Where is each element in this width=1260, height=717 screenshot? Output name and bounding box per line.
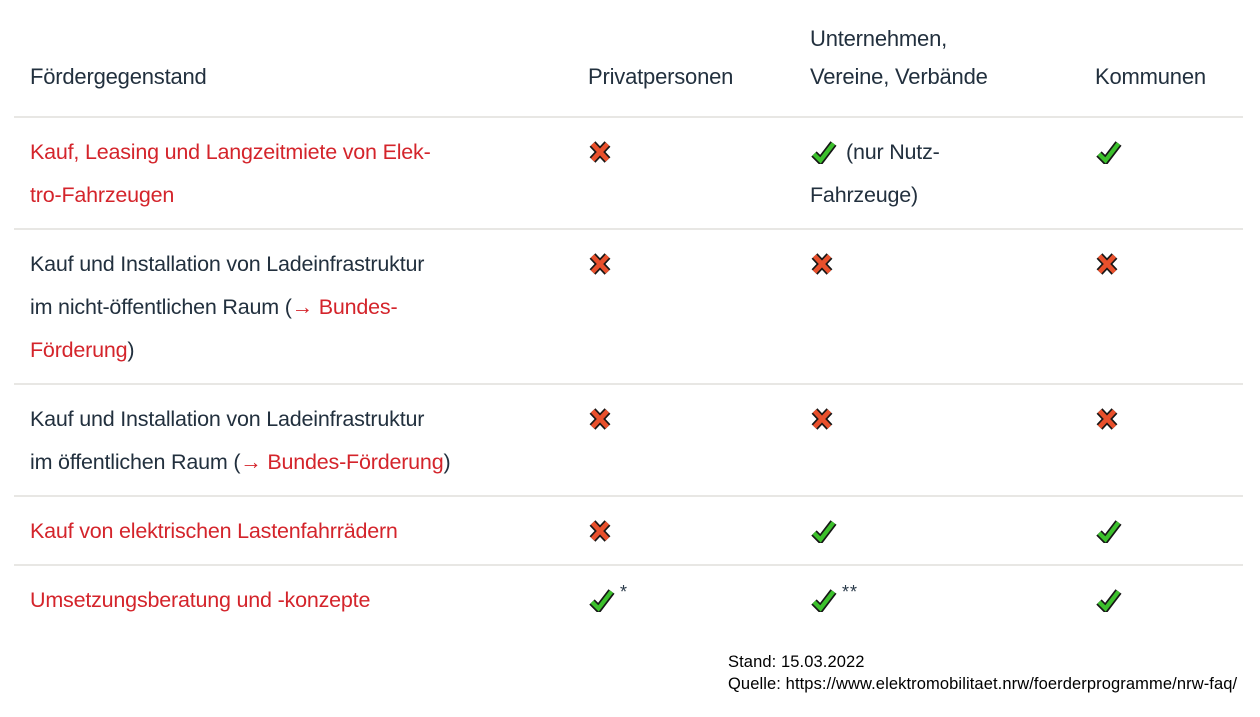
mark-note-line2: Fahrzeuge) (810, 183, 918, 207)
mark-cell-privatpersonen: * (588, 579, 810, 623)
mark-cell-kommunen (1095, 510, 1243, 553)
check-icon (810, 588, 837, 612)
table-row: Kauf, Leasing und Langzeitmiete von Elek… (14, 118, 1243, 230)
row-label: Umsetzungsberatung und -konzepte (30, 588, 371, 612)
check-icon (810, 140, 837, 164)
column-header-label-line1: Unternehmen, (810, 26, 948, 51)
table-row: Kauf und Installation von Ladeinfrastruk… (14, 385, 1243, 497)
column-header-label-line2: Vereine, Verbände (810, 64, 988, 89)
column-header-label: Kommunen (1095, 64, 1206, 89)
table-header: Fördergegenstand Privatpersonen Unterneh… (14, 0, 1243, 118)
mark-cell-kommunen (1095, 398, 1243, 484)
mark-cell-privatpersonen (588, 131, 810, 217)
row-label: Kauf und Installation von Ladeinfrastruk… (30, 407, 451, 474)
column-header-unternehmen-vereine-verbaende: Unternehmen, Vereine, Verbände (810, 20, 1095, 96)
cross-icon (588, 407, 612, 431)
check-icon (1095, 519, 1122, 543)
table-row: Kauf von elektrischen Lastenfahrrädern (14, 497, 1243, 566)
column-header-label: Privatpersonen (588, 64, 734, 89)
mark-cell-unternehmen (810, 243, 1095, 372)
mark-cell-privatpersonen (588, 510, 810, 553)
cross-icon (588, 519, 612, 543)
source-url: Quelle: https://www.elektromobilitaet.nr… (728, 675, 1238, 693)
funding-table: Fördergegenstand Privatpersonen Unterneh… (14, 0, 1243, 634)
mark-cell-privatpersonen (588, 243, 810, 372)
row-label: Kauf, Leasing und Langzeitmiete von Elek… (30, 140, 431, 207)
cross-icon (1095, 407, 1119, 431)
row-label: Kauf von elektrischen Lastenfahrrädern (30, 519, 398, 543)
mark-cell-unternehmen (810, 398, 1095, 484)
footnote-marker: * (620, 582, 629, 602)
mark-cell-unternehmen (810, 510, 1095, 553)
column-header-label: Fördergegenstand (30, 64, 207, 89)
mark-cell-unternehmen: (nur Nutz- Fahrzeuge) (810, 131, 1095, 217)
source-footer: Stand: 15.03.2022 Quelle: https://www.el… (728, 651, 1237, 695)
cross-icon (1095, 252, 1119, 276)
mark-cell-unternehmen: ** (810, 579, 1095, 623)
check-icon (588, 588, 615, 612)
cross-icon (588, 140, 612, 164)
footnote-marker: ** (842, 582, 859, 602)
check-icon (810, 519, 837, 543)
stand-date: Stand: 15.03.2022 (728, 653, 865, 671)
cross-icon (588, 252, 612, 276)
mark-cell-kommunen (1095, 579, 1243, 623)
mark-cell-kommunen (1095, 131, 1243, 217)
table-row: Umsetzungsberatung und -konzepte * ** (14, 566, 1243, 634)
cross-icon (810, 407, 834, 431)
table-row: Kauf und Installation von Ladeinfrastruk… (14, 230, 1243, 385)
mark-cell-kommunen (1095, 243, 1243, 372)
column-header-privatpersonen: Privatpersonen (588, 58, 810, 96)
check-icon (1095, 140, 1122, 164)
mark-cell-privatpersonen (588, 398, 810, 484)
check-icon (1095, 588, 1122, 612)
mark-note-line1: (nur Nutz- (846, 140, 940, 164)
column-header-kommunen: Kommunen (1095, 58, 1243, 96)
column-header-foerdergegenstand: Fördergegenstand (14, 58, 588, 96)
cross-icon (810, 252, 834, 276)
row-label: Kauf und Installation von Ladeinfrastruk… (30, 252, 425, 362)
